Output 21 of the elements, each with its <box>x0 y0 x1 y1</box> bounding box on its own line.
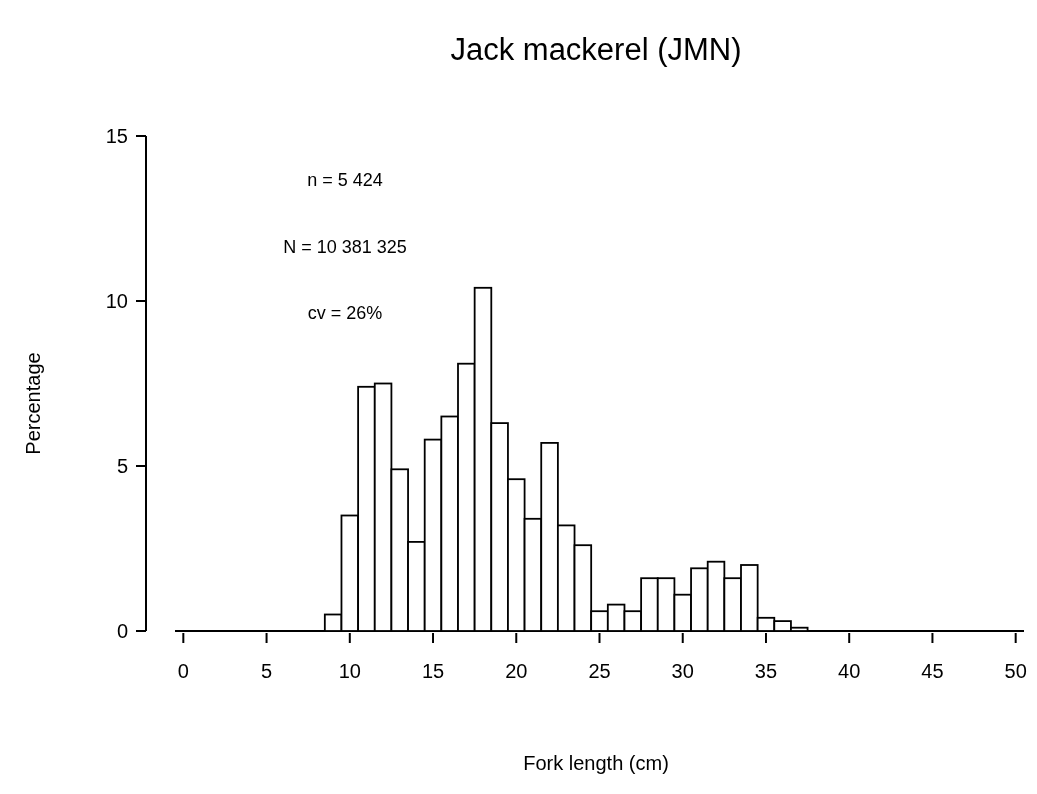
x-tick-label: 25 <box>588 660 611 682</box>
x-tick-label: 40 <box>838 660 861 682</box>
x-tick-label: 0 <box>177 660 189 682</box>
x-tick-label: 50 <box>1004 660 1027 682</box>
x-tick-label: 45 <box>921 660 944 682</box>
annotation: cv = 26% <box>307 303 383 323</box>
x-axis-title: Fork length (cm) <box>523 752 669 774</box>
y-axis-title: Percentage <box>22 352 44 455</box>
x-tick-label: 5 <box>261 660 273 682</box>
x-tick-label: 15 <box>421 660 445 682</box>
y-tick-label: 15 <box>105 125 128 147</box>
y-tick-label: 0 <box>116 620 128 642</box>
annotation: N = 10 381 325 <box>283 237 407 257</box>
annotation: n = 5 424 <box>307 170 383 190</box>
y-tick-label: 10 <box>105 290 128 312</box>
x-tick-label: 35 <box>754 660 778 682</box>
y-tick-label: 5 <box>116 455 128 477</box>
x-tick-label: 30 <box>671 660 694 682</box>
x-tick-label: 20 <box>505 660 528 682</box>
chart-title: Jack mackerel (JMN) <box>450 32 742 67</box>
x-tick-label: 10 <box>338 660 361 682</box>
